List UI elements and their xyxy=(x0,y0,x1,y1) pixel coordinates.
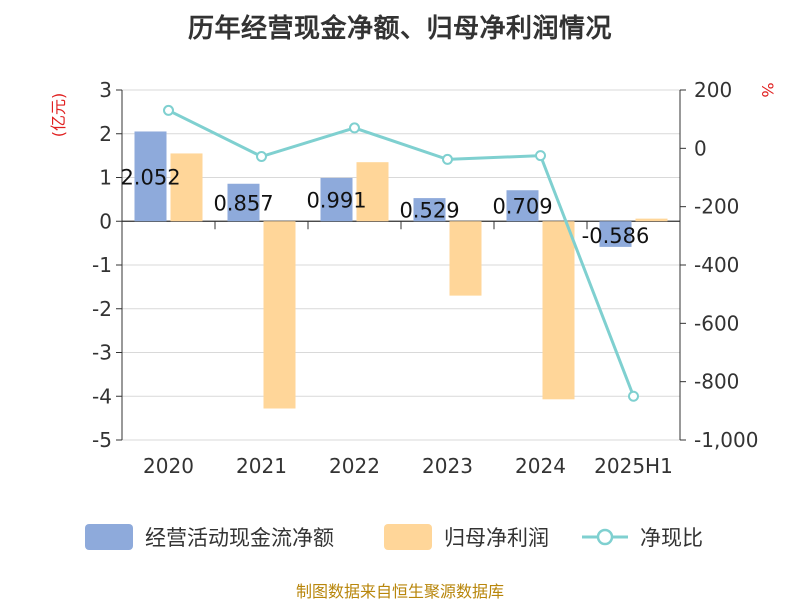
bar-net-profit xyxy=(635,218,668,222)
data-label-operating-cashflow: -0.586 xyxy=(582,224,650,248)
left-axis-tick-label: -4 xyxy=(92,384,112,408)
bar-net-profit xyxy=(542,221,575,400)
x-axis-tick-label: 2023 xyxy=(422,454,473,478)
legend-swatch-net-profit xyxy=(384,524,432,550)
data-label-operating-cashflow: 0.709 xyxy=(492,195,552,219)
bar-operating-cashflow xyxy=(227,183,260,222)
right-axis-tick-label: 0 xyxy=(694,136,707,160)
left-axis-tick-label: 1 xyxy=(99,166,112,190)
left-axis-tick-label: -5 xyxy=(92,428,112,452)
right-axis-tick-label: -400 xyxy=(694,253,739,277)
right-axis-tick-label: -1,000 xyxy=(694,428,758,452)
line-point-cash-ratio xyxy=(442,153,453,165)
bar-net-profit xyxy=(356,162,389,222)
bar-operating-cashflow xyxy=(599,221,632,247)
x-axis-tick-label: 2024 xyxy=(515,454,566,478)
legend-label-net-profit: 归母净利润 xyxy=(444,526,549,550)
x-axis-tick-label: 2022 xyxy=(329,454,380,478)
right-axis-tick-label: -200 xyxy=(694,195,739,219)
x-axis-tick-label: 2020 xyxy=(143,454,194,478)
legend-label-operating-cashflow: 经营活动现金流净额 xyxy=(145,526,334,550)
line-cash-ratio xyxy=(167,109,635,397)
bar-operating-cashflow xyxy=(506,190,539,222)
data-source-note: 制图数据来自恒生聚源数据库 xyxy=(295,582,504,601)
data-label-operating-cashflow: 0.857 xyxy=(213,192,273,216)
bar-operating-cashflow xyxy=(320,177,353,222)
data-label-operating-cashflow: 0.529 xyxy=(399,199,459,223)
data-label-operating-cashflow: 0.991 xyxy=(306,189,366,213)
line-point-cash-ratio xyxy=(628,390,639,402)
legend-marker-cash-ratio xyxy=(596,528,614,546)
legend-swatch-operating-cashflow xyxy=(85,524,133,550)
line-point-cash-ratio xyxy=(163,104,174,116)
chart-title: 历年经营现金净额、归母净利润情况 xyxy=(187,14,612,44)
right-axis-tick-label: -800 xyxy=(694,370,739,394)
x-axis-tick-label: 2021 xyxy=(236,454,287,478)
right-axis-tick-label: -600 xyxy=(694,311,739,335)
left-axis-tick-label: 0 xyxy=(99,209,112,233)
bar-net-profit xyxy=(263,221,296,409)
bar-net-profit xyxy=(449,221,482,296)
left-axis-tick-label: 3 xyxy=(99,78,112,102)
right-axis-tick-label: 200 xyxy=(694,78,732,102)
left-axis-unit: (亿元) xyxy=(49,93,68,138)
right-axis-unit: % xyxy=(758,82,777,97)
left-axis-tick-label: -3 xyxy=(92,341,112,365)
left-axis-tick-label: -1 xyxy=(92,253,112,277)
legend-label-cash-ratio: 净现比 xyxy=(640,526,703,550)
bar-net-profit xyxy=(170,153,203,222)
left-axis-tick-label: -2 xyxy=(92,297,112,321)
line-point-cash-ratio xyxy=(349,122,360,134)
line-point-cash-ratio xyxy=(256,151,267,162)
x-axis-tick-label: 2025H1 xyxy=(594,454,673,478)
data-label-operating-cashflow: 2.052 xyxy=(120,165,180,189)
bar-operating-cashflow xyxy=(134,131,167,222)
line-point-cash-ratio xyxy=(535,150,546,162)
bar-operating-cashflow xyxy=(413,198,446,222)
left-axis-tick-label: 2 xyxy=(99,122,112,146)
